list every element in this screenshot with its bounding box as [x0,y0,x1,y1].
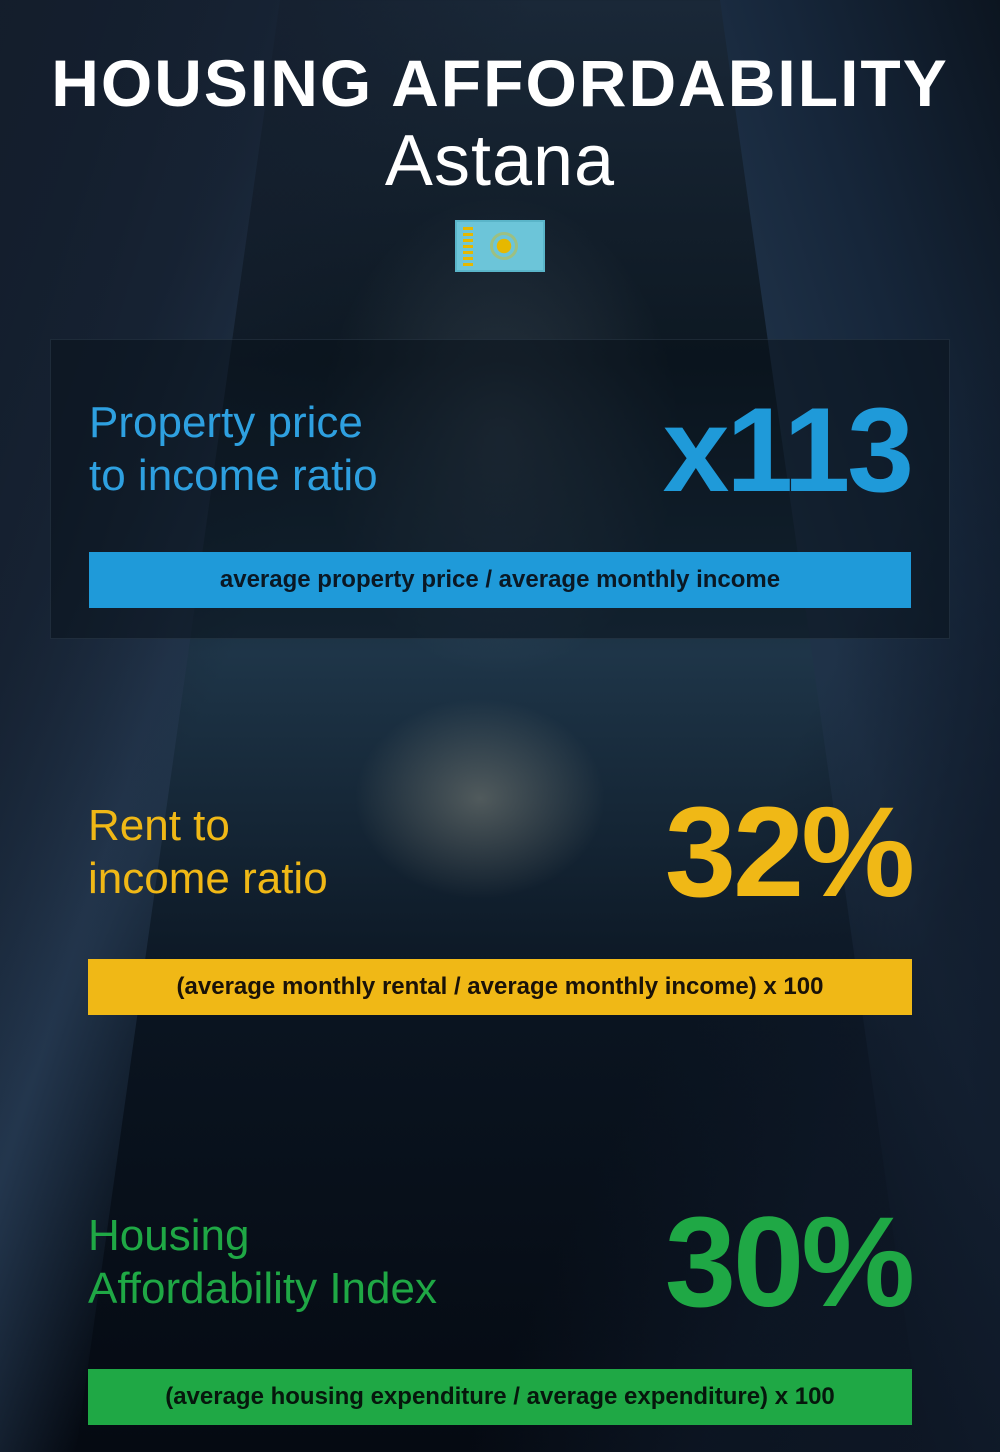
content-container: HOUSING AFFORDABILITY Astana Property pr… [0,0,1000,1452]
metric-label: Property price to income ratio [89,397,378,503]
metric-value: x113 [663,390,911,510]
metric-formula: average property price / average monthly… [89,552,911,608]
metric-label: Rent to income ratio [88,800,328,906]
metric-value: 30% [665,1199,912,1327]
kazakhstan-flag-icon [455,220,545,272]
metric-card-affordability-index: Housing Affordability Index 30% (average… [50,1159,950,1449]
metric-card-property-price: Property price to income ratio x113 aver… [50,339,950,639]
metric-row: Housing Affordability Index 30% [88,1199,912,1327]
metric-value: 32% [665,789,912,917]
flag-container [50,220,950,277]
metric-card-rent-ratio: Rent to income ratio 32% (average monthl… [50,749,950,1039]
metric-row: Rent to income ratio 32% [88,789,912,917]
page-subtitle: Astana [50,120,950,202]
page-title: HOUSING AFFORDABILITY [50,50,950,116]
metric-label: Housing Affordability Index [88,1210,437,1316]
metric-row: Property price to income ratio x113 [89,390,911,510]
metric-formula: (average housing expenditure / average e… [88,1369,912,1425]
metric-formula: (average monthly rental / average monthl… [88,959,912,1015]
